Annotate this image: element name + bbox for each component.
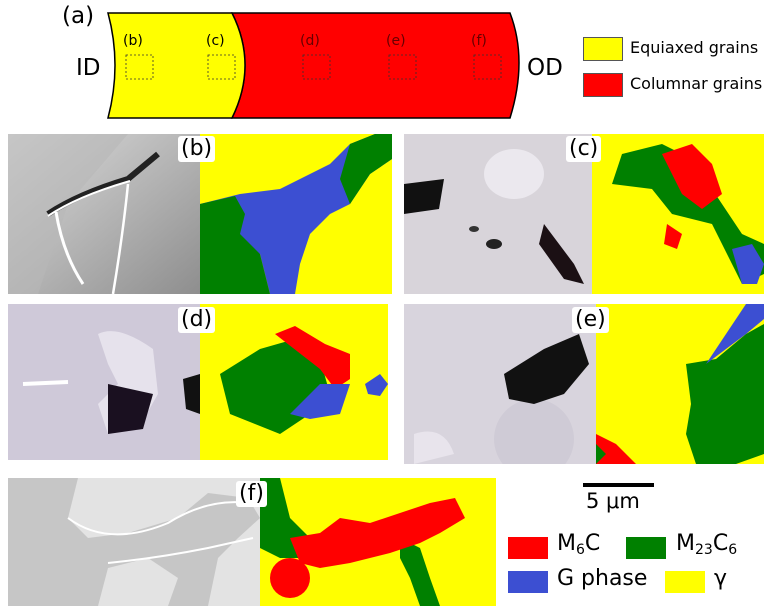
marker-label-e: (e): [386, 33, 406, 49]
phase-map-f: [260, 478, 496, 606]
id-label: ID: [76, 55, 101, 81]
gamma-swatch: [665, 571, 705, 593]
phase-map-c: [592, 134, 764, 294]
m23c6-swatch: [626, 537, 666, 559]
scale-bar-label: 5 μm: [586, 489, 640, 513]
marker-label-c: (c): [206, 33, 225, 49]
g-phase-swatch: [508, 571, 548, 593]
marker-label-b: (b): [123, 33, 143, 49]
m23c6-label: M23C6: [676, 531, 738, 558]
equiaxed-region: [107, 12, 246, 119]
g-phase-label: G phase: [557, 566, 648, 591]
marker-label-d: (d): [300, 33, 320, 49]
panel-label-e: (e): [572, 307, 609, 333]
micrograph-f: [8, 478, 260, 606]
marker-box-c: [207, 54, 236, 80]
marker-box-d: [302, 54, 331, 80]
panel-label-f: (f): [236, 481, 267, 507]
micrograph-c: [404, 134, 592, 294]
equiaxed-swatch: [583, 37, 623, 61]
panel-label-a: (a): [62, 3, 95, 29]
marker-box-f: [473, 54, 502, 80]
columnar-label: Columnar grains: [630, 74, 763, 93]
phase-map-e: [596, 304, 764, 464]
m6c-label: M6C: [557, 531, 601, 558]
micrograph-e: [404, 304, 596, 464]
scale-bar-line: [583, 483, 654, 487]
columnar-region: [230, 12, 520, 119]
schematic-drawing: [107, 12, 520, 119]
panel-label-b: (b): [178, 136, 216, 162]
micrograph-b: [8, 134, 200, 294]
equiaxed-label: Equiaxed grains: [630, 38, 759, 57]
marker-box-b: [125, 54, 154, 80]
phase-map-b: [200, 134, 392, 294]
marker-box-e: [388, 54, 417, 80]
panel-label-c: (c): [566, 136, 602, 162]
micrograph-d: [8, 304, 200, 460]
m6c-swatch: [508, 537, 548, 559]
phase-map-d: [200, 304, 388, 460]
od-label: OD: [527, 55, 563, 81]
marker-label-f: (f): [471, 33, 487, 49]
gamma-label: γ: [714, 566, 728, 591]
columnar-swatch: [583, 73, 623, 97]
panel-label-d: (d): [178, 307, 216, 333]
